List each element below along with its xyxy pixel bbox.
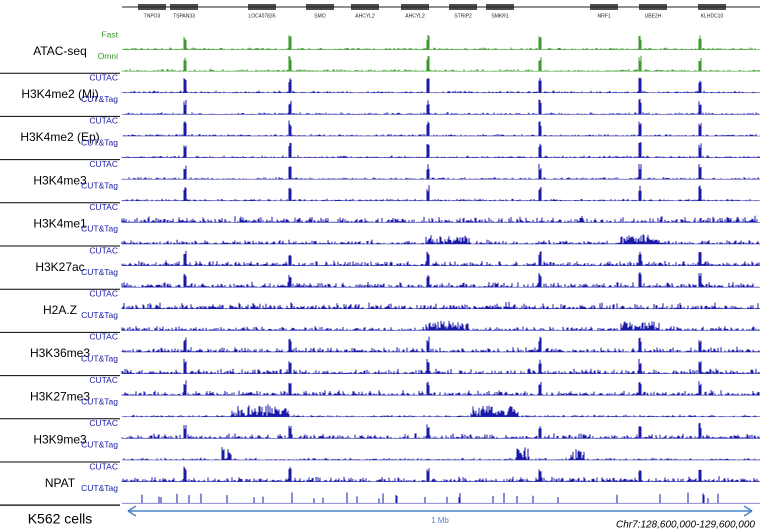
subtrack-label: Fast [101,29,118,39]
gene-body [590,4,618,10]
subtrack-label: CUTAC [89,202,118,212]
signal [121,380,760,396]
gene-body [486,4,514,10]
gene-body [138,4,166,10]
gene-label: SMKR1 [491,13,508,19]
gene-label: SMO [314,13,326,19]
scale-arrows [127,505,753,517]
gene-body [639,4,667,10]
gene-body [170,4,198,10]
subtrack-label: CUTAC [89,375,118,385]
subtrack-label: CUT&Tag [81,440,118,450]
track-name: H3K27ac [35,260,84,274]
subtrack-label: CUT&Tag [81,137,118,147]
signal [121,55,760,72]
subtrack-label: CUT&Tag [81,396,118,406]
track-name: H3K4me2 (Ep) [20,130,99,144]
subtrack-label: CUTAC [89,332,118,342]
signal [121,272,759,288]
gene-body [306,4,334,10]
subtrack-label: CUT&Tag [81,180,118,190]
signal [121,77,760,93]
signal [121,336,760,352]
gene-body [449,4,477,10]
gene-label: TSPAN33 [173,13,195,19]
cell-line: K562 cells [28,511,93,527]
subtrack-label: CUT&Tag [81,483,118,493]
region: Chr7:128,600,000-129,600,000 [616,520,755,531]
signal [123,120,757,136]
subtrack-label: CUT&Tag [81,353,118,363]
gene-body [401,4,429,10]
gene-label: AHCYL2 [355,13,375,19]
gene-body [351,4,379,10]
signal [121,404,760,417]
signal [121,142,760,158]
subtrack-label: CUT&Tag [81,94,118,104]
subtrack-label: CUT&Tag [81,267,118,277]
subtrack-label: CUTAC [89,72,118,82]
signal [121,250,760,266]
track-name: H3K4me2 (Mi) [21,87,98,101]
track-name: H3K4me3 [33,173,87,187]
signal [121,466,760,482]
gene-label: TNPO3 [144,13,161,19]
signal [123,35,756,50]
track-name: H3K4me1 [33,217,87,231]
gene-label: STRIP2 [454,13,472,19]
subtrack-label: CUT&Tag [81,224,118,234]
scale-label: 1 Mb [431,516,449,525]
track-name: H2A.Z [43,303,77,317]
signal [121,301,760,309]
signal [124,98,759,115]
subtrack-label: CUTAC [89,418,118,428]
track-name: NPAT [45,476,76,490]
signal [121,234,760,244]
track-name: ATAC-seq [33,44,87,58]
subtrack-label: CUTAC [89,288,118,298]
gene-label: UBE2H [645,13,662,19]
subtrack-label: CUTAC [89,461,118,471]
signal [121,422,760,439]
gene-label: AHCYL2 [405,13,425,19]
gene-label: NRF1 [597,13,610,19]
gene-body [698,4,726,10]
track-name: H3K36me3 [30,346,90,360]
signal [123,447,760,460]
subtrack-label: Omni [98,51,118,61]
signal [121,215,758,223]
gene-body [248,4,276,10]
signal [121,320,760,331]
signal [121,163,760,180]
subtrack-label: CUTAC [89,159,118,169]
track-name: H3K27me3 [30,389,90,403]
gene-label: KLHDC10 [701,13,724,19]
track-name: H3K9me3 [33,433,87,447]
signal [141,492,719,504]
gene-label: LOC407835 [249,13,276,19]
subtrack-label: CUTAC [89,245,118,255]
subtrack-label: CUT&Tag [81,310,118,320]
signal [121,358,760,374]
tracks: ATAC-seq Fast Omni H3K4me2 (Mi) CUTAC CUT&Tag… [0,29,760,506]
subtrack-label: CUTAC [89,116,118,126]
signal [121,185,760,201]
